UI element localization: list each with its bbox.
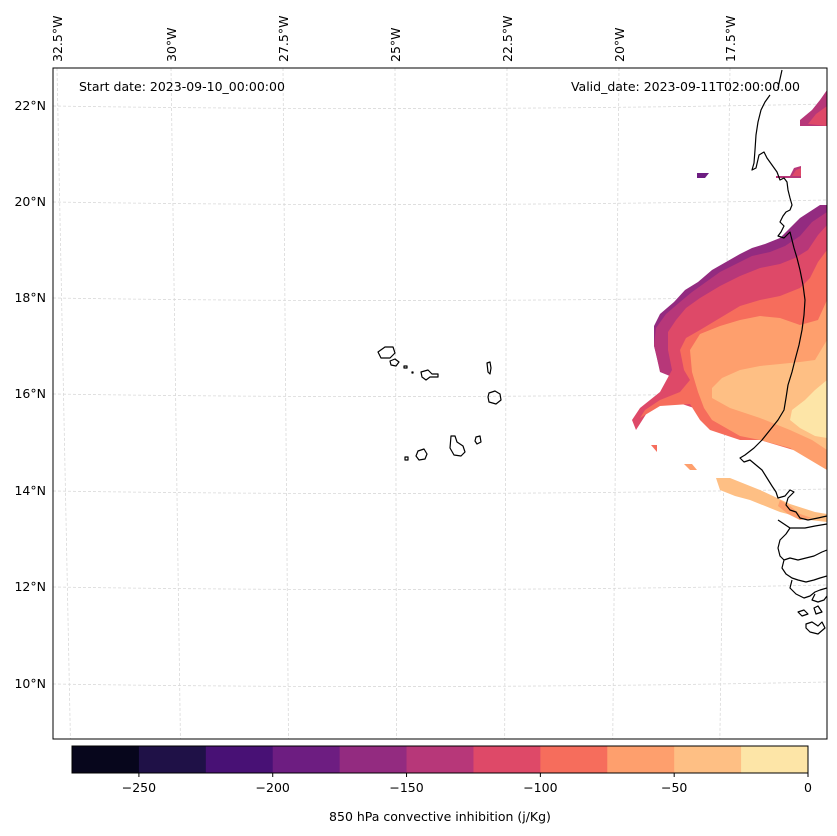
colorbar-segment bbox=[741, 746, 809, 773]
colorbar-segment bbox=[674, 746, 742, 773]
island-santo-antao bbox=[377, 346, 396, 359]
gridlines bbox=[53, 68, 827, 739]
colorbar-segment bbox=[473, 746, 541, 773]
colorbar-segment bbox=[540, 746, 608, 773]
contour-fill-region bbox=[697, 173, 709, 178]
longitude-tick-label: 17.5°W bbox=[723, 16, 738, 62]
meridian-line bbox=[394, 68, 397, 739]
island-santiago bbox=[449, 435, 466, 457]
coastline-guinea-bissau bbox=[777, 527, 827, 603]
colorbar-tick-label: −50 bbox=[661, 780, 687, 795]
island-boa-vista bbox=[487, 390, 502, 405]
contour-fill-region bbox=[792, 168, 801, 176]
colorbar-frame bbox=[71, 745, 809, 774]
island-sal bbox=[486, 361, 492, 375]
meridian-line bbox=[612, 68, 620, 739]
colorbar-segment bbox=[406, 746, 474, 773]
contour-fill-region bbox=[684, 464, 697, 470]
colorbar-tick-label: −100 bbox=[523, 780, 557, 795]
latitude-tick-label: 14°N bbox=[14, 483, 46, 498]
colorbar-tick-label: −250 bbox=[122, 780, 156, 795]
parallel-line bbox=[53, 488, 827, 494]
longitude-tick-label: 22.5°W bbox=[500, 16, 515, 62]
map-frame bbox=[52, 67, 828, 740]
longitude-tick-label: 30°W bbox=[164, 27, 179, 62]
coastline-west-africa bbox=[739, 69, 827, 521]
longitude-tick-label: 20°W bbox=[612, 27, 627, 62]
latitude-tick-label: 22°N bbox=[14, 98, 46, 113]
meridian-line bbox=[56, 68, 71, 739]
meridian-line bbox=[504, 68, 508, 739]
colorbar-tick-label: −150 bbox=[389, 780, 423, 795]
start-date-annotation: Start date: 2023-09-10_00:00:00 bbox=[79, 79, 285, 94]
latitude-tick-label: 16°N bbox=[14, 386, 46, 401]
colorbar-tick-label: 0 bbox=[804, 780, 812, 795]
meridian-line bbox=[282, 68, 289, 739]
colorbar-segment bbox=[138, 746, 207, 773]
colorbar-tick-label: −200 bbox=[256, 780, 290, 795]
contour-fill-region bbox=[790, 380, 827, 438]
latitude-tick-label: 18°N bbox=[14, 290, 46, 305]
colorbar-segment bbox=[272, 746, 341, 773]
contour-fill-region bbox=[651, 445, 657, 452]
parallel-line bbox=[53, 584, 827, 590]
colorbar-segment bbox=[205, 746, 274, 773]
colorbar-segment bbox=[607, 746, 675, 773]
latitude-tick-label: 20°N bbox=[14, 194, 46, 209]
parallel-line bbox=[53, 199, 827, 205]
latitude-tick-label: 10°N bbox=[14, 676, 46, 691]
island-brava bbox=[404, 456, 409, 461]
island-sao-vicente bbox=[389, 358, 400, 367]
island-branco bbox=[411, 371, 414, 374]
island-maio bbox=[474, 435, 482, 445]
colorbar-label: 850 hPa convective inhibition (j/Kg) bbox=[329, 809, 551, 824]
latitude-tick-label: 12°N bbox=[14, 579, 46, 594]
contour-fill-region bbox=[808, 106, 827, 126]
meridian-line bbox=[170, 68, 181, 739]
colorbar: −250 −200 −150 −100 −50 0 bbox=[71, 745, 812, 795]
longitude-tick-label: 32.5°W bbox=[50, 16, 65, 62]
coastlines bbox=[377, 69, 827, 635]
latitude-labels: 22°N 20°N 18°N 16°N 14°N 12°N 10°N bbox=[14, 98, 46, 691]
longitude-tick-label: 25°W bbox=[388, 27, 403, 62]
longitude-tick-label: 27.5°W bbox=[276, 16, 291, 62]
contour-fill-region bbox=[716, 478, 827, 522]
parallel-line bbox=[53, 295, 827, 301]
coastline-senegal-south bbox=[777, 519, 827, 529]
island-santa-luzia bbox=[403, 365, 408, 369]
island-sao-nicolau bbox=[420, 369, 439, 381]
valid-date-annotation: Valid_date: 2023-09-11T02:00:00.00 bbox=[571, 79, 800, 94]
colorbar-segment bbox=[72, 746, 140, 773]
coastline-bijagos bbox=[797, 605, 826, 635]
island-fogo bbox=[415, 448, 428, 461]
colorbar-segment bbox=[339, 746, 408, 773]
parallel-line bbox=[53, 391, 827, 397]
cin-field bbox=[632, 90, 827, 522]
parallel-line bbox=[53, 681, 827, 687]
longitude-labels: 32.5°W 30°W 27.5°W 25°W 22.5°W 20°W 17.5°W bbox=[50, 16, 738, 62]
parallel-line bbox=[53, 103, 827, 109]
